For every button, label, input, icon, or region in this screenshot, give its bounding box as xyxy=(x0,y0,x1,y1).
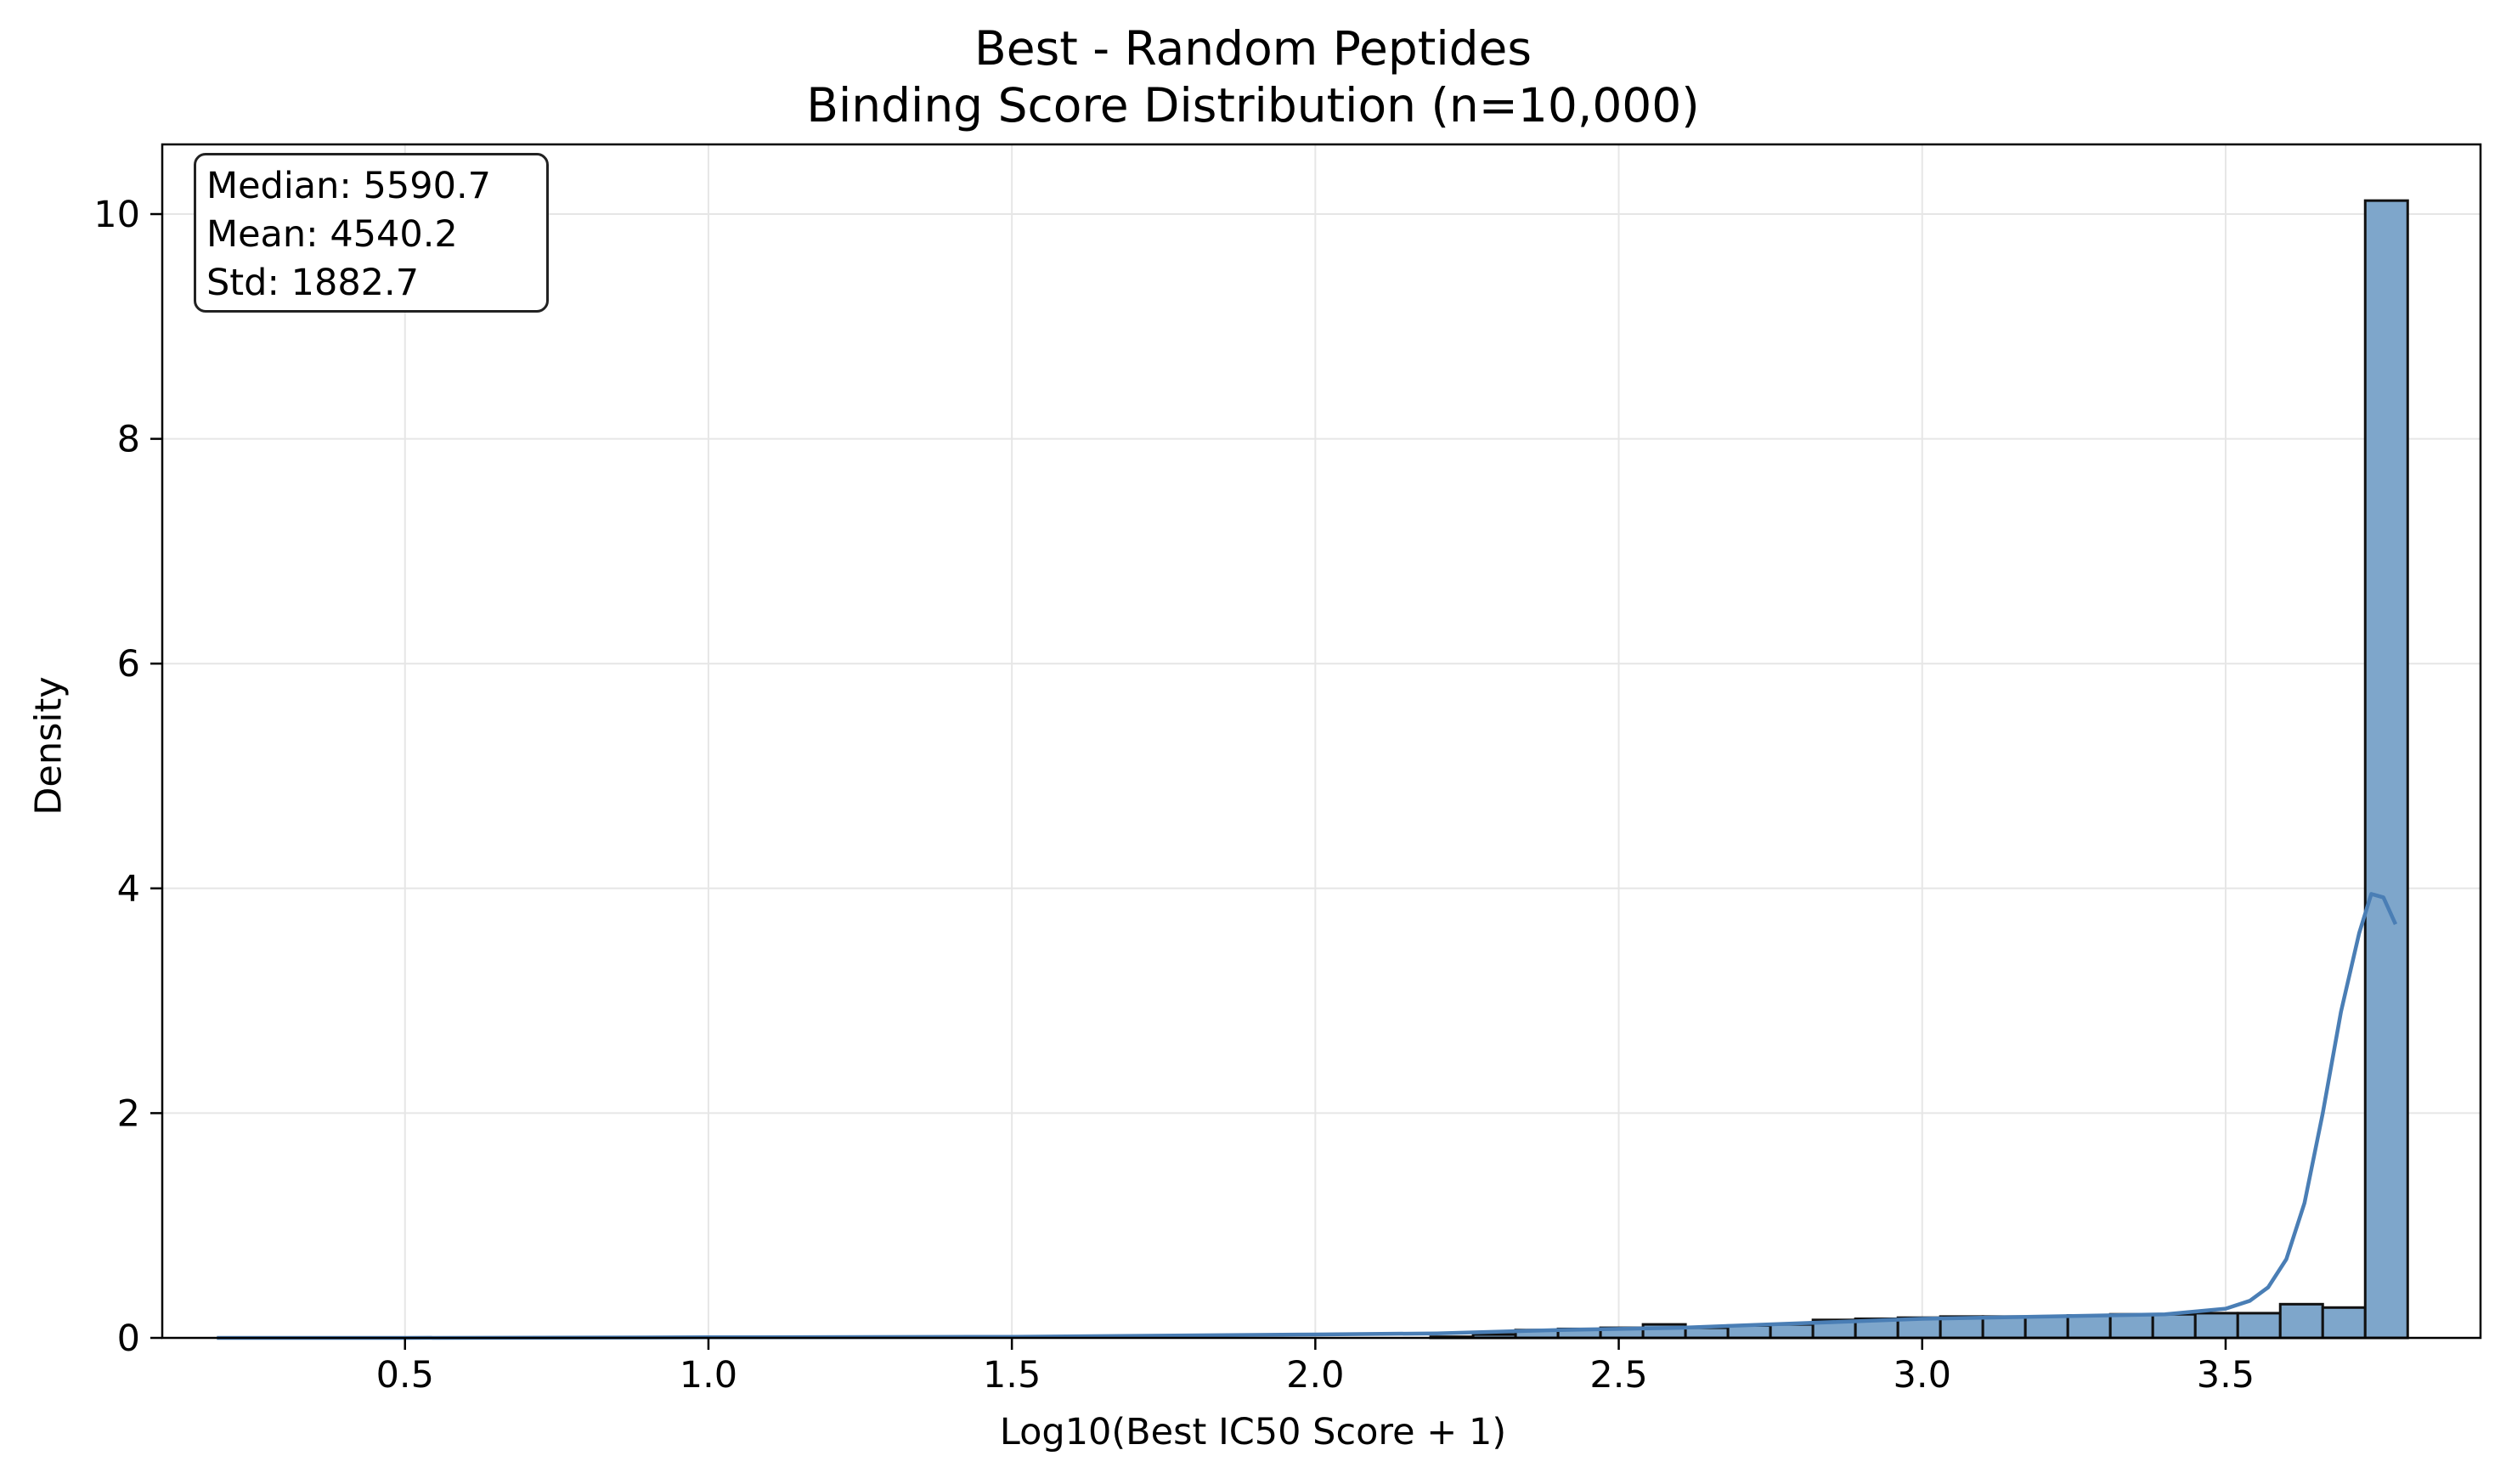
chart-title-line-1: Best - Random Peptides xyxy=(974,21,1532,76)
kde-line xyxy=(217,892,2398,1340)
x-tick-label: 2.0 xyxy=(1286,1354,1344,1397)
histogram-bar xyxy=(2236,1312,2282,1340)
histogram-bar xyxy=(1981,1315,2027,1340)
y-tick-label: 6 xyxy=(117,643,140,686)
plot-frame xyxy=(161,143,2482,1340)
y-tick-label: 4 xyxy=(117,868,140,911)
histogram-bar xyxy=(1684,1326,1730,1340)
x-tick-label: 1.0 xyxy=(680,1354,737,1397)
kde-layer xyxy=(217,892,2398,1340)
chart-title-line-2: Binding Score Distribution (n=10,000) xyxy=(806,78,1700,133)
x-tick-label: 1.5 xyxy=(983,1354,1041,1397)
stats-median: Median: 5590.7 xyxy=(206,165,492,207)
y-axis-label: Density xyxy=(27,676,71,815)
histogram-bar xyxy=(2023,1315,2069,1340)
ticks-layer: 0.5 1.0 1.5 2.0 2.5 3.0 3.5 0 2 4 6 8 10 xyxy=(93,194,2255,1397)
histogram-bar xyxy=(1769,1323,1815,1340)
histogram-bar xyxy=(2151,1312,2197,1340)
y-tick-label: 0 xyxy=(117,1318,140,1360)
y-tick-label: 8 xyxy=(117,419,140,461)
histogram-bar xyxy=(2278,1302,2324,1340)
histogram-bar xyxy=(2108,1312,2154,1340)
histogram-bar xyxy=(2363,199,2409,1340)
histogram-bar xyxy=(2066,1314,2112,1340)
y-tick-label: 10 xyxy=(93,194,140,236)
histogram-bar xyxy=(2321,1306,2367,1340)
grid-layer xyxy=(162,144,2481,1339)
bars-layer xyxy=(1429,199,2409,1340)
stats-box: Median: 5590.7 Mean: 4540.2 Std: 1882.7 xyxy=(194,153,549,313)
stats-std: Std: 1882.7 xyxy=(206,262,420,304)
histogram-bar xyxy=(2193,1312,2239,1340)
stats-mean: Mean: 4540.2 xyxy=(206,213,458,256)
x-tick-label: 3.5 xyxy=(2197,1354,2255,1397)
y-tick-label: 2 xyxy=(117,1092,140,1135)
x-tick-label: 0.5 xyxy=(376,1354,434,1397)
x-axis-label: Log10(Best IC50 Score + 1) xyxy=(999,1411,1507,1453)
axes-layer xyxy=(161,143,2482,1340)
x-tick-label: 3.0 xyxy=(1894,1354,1951,1397)
x-tick-label: 2.5 xyxy=(1589,1354,1647,1397)
